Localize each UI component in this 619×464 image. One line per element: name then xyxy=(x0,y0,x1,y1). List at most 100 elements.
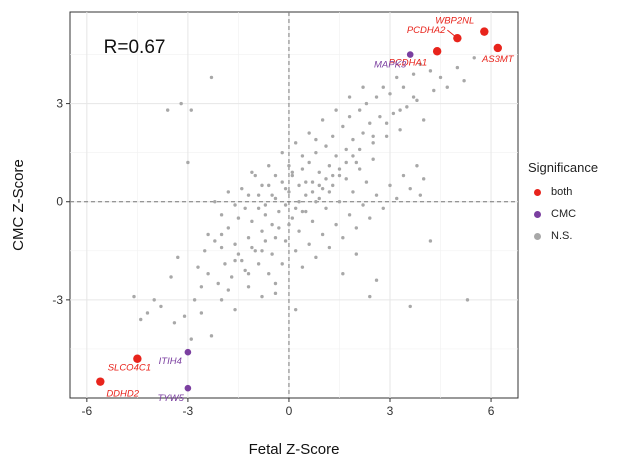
data-point-ns xyxy=(432,88,436,93)
legend-swatch-ns xyxy=(534,232,541,240)
data-point-ns xyxy=(287,190,291,194)
data-point-ns xyxy=(310,219,315,224)
data-point-ns xyxy=(415,164,419,168)
data-point-ns xyxy=(347,213,352,217)
data-point-ns xyxy=(300,154,305,158)
data-point-both xyxy=(480,27,489,36)
data-point-ns xyxy=(226,288,231,292)
data-point-ns xyxy=(307,131,311,135)
gene-label-pcdha2: PCDHA2 xyxy=(407,25,446,36)
data-point-ns xyxy=(395,196,399,201)
data-point-ns xyxy=(361,203,365,207)
data-point-ns xyxy=(139,317,143,322)
data-point-ns xyxy=(233,203,237,207)
data-point-ns xyxy=(354,160,359,165)
data-point-ns xyxy=(408,304,412,309)
data-point-ns xyxy=(314,255,318,260)
data-point-ns xyxy=(395,75,399,80)
data-point-ns xyxy=(405,105,409,109)
data-point-ns xyxy=(357,167,362,171)
legend-item-both: both xyxy=(528,181,618,203)
data-point-ns xyxy=(384,121,389,125)
data-point-ns xyxy=(179,101,183,106)
data-point-ns xyxy=(256,193,261,197)
data-point-ns xyxy=(189,337,193,341)
legend-swatch-both xyxy=(534,188,541,196)
data-point-cmc xyxy=(184,384,192,392)
data-point-ns xyxy=(388,92,392,96)
data-point-ns xyxy=(307,242,311,246)
data-point-ns xyxy=(290,216,295,220)
data-point-ns xyxy=(250,219,254,224)
data-point-ns xyxy=(206,232,210,237)
data-point-ns xyxy=(418,193,423,197)
legend-label-cmc: CMC xyxy=(551,208,577,220)
data-point-ns xyxy=(320,186,325,191)
data-point-ns xyxy=(172,321,177,325)
data-point-ns xyxy=(337,173,342,178)
data-point-cmc xyxy=(406,51,414,58)
data-point-ns xyxy=(283,239,288,243)
data-point-ns xyxy=(165,108,170,112)
data-point-ns xyxy=(213,239,217,243)
data-point-ns xyxy=(401,173,406,178)
gene-label-ddhd2: DDHD2 xyxy=(106,389,139,400)
data-point-ns xyxy=(280,150,284,155)
data-point-ns xyxy=(283,186,288,191)
data-point-ns xyxy=(398,108,402,112)
data-point-ns xyxy=(317,183,321,188)
x-tick-label: 6 xyxy=(488,404,495,418)
gene-label-slco4c1: SLCO4C1 xyxy=(108,363,151,374)
data-point-ns xyxy=(233,307,237,312)
data-point-both xyxy=(133,354,142,363)
data-point-ns xyxy=(337,200,342,204)
data-point-ns xyxy=(260,294,264,299)
data-point-ns xyxy=(421,118,426,122)
legend-item-ns: N.S. xyxy=(528,225,618,247)
gene-label-pcdha1: PCDHA1 xyxy=(389,57,428,68)
data-point-ns xyxy=(334,222,338,227)
data-point-ns xyxy=(378,114,382,119)
data-point-ns xyxy=(169,275,173,279)
plot-panel xyxy=(69,11,519,399)
data-point-ns xyxy=(304,180,308,184)
data-point-ns xyxy=(351,137,355,142)
data-point-ns xyxy=(368,216,372,220)
data-point-ns xyxy=(368,294,372,299)
data-point-ns xyxy=(314,150,318,155)
data-point-ns xyxy=(361,85,365,89)
data-point-ns xyxy=(310,180,315,184)
data-point-ns xyxy=(381,85,385,89)
data-point-ns xyxy=(226,190,231,194)
data-point-ns xyxy=(243,206,247,210)
data-point-ns xyxy=(344,177,348,181)
data-point-ns xyxy=(270,222,274,227)
data-point-ns xyxy=(270,193,274,197)
data-point-ns xyxy=(297,229,301,233)
data-point-ns xyxy=(260,183,264,188)
data-point-ns xyxy=(371,157,375,161)
data-point-ns xyxy=(260,249,264,253)
data-point-ns xyxy=(465,298,470,302)
data-point-ns xyxy=(240,186,244,191)
data-point-ns xyxy=(236,252,241,256)
legend-label-ns: N.S. xyxy=(551,230,573,242)
data-point-ns xyxy=(415,98,419,103)
gene-label-itih4: ITIH4 xyxy=(159,356,182,367)
data-point-ns xyxy=(354,252,359,256)
data-point-ns xyxy=(246,193,251,197)
data-point-ns xyxy=(263,239,268,243)
data-point-ns xyxy=(334,108,338,112)
data-point-ns xyxy=(206,271,210,276)
data-point-ns xyxy=(263,203,268,207)
data-point-ns xyxy=(307,160,311,165)
data-point-ns xyxy=(354,226,359,230)
data-point-ns xyxy=(192,298,197,302)
data-point-ns xyxy=(233,242,237,246)
data-point-ns xyxy=(455,65,460,70)
data-point-ns xyxy=(243,268,247,273)
data-point-ns xyxy=(320,232,325,237)
data-point-ns xyxy=(371,141,375,145)
data-point-ns xyxy=(283,203,288,207)
data-point-ns xyxy=(267,271,271,276)
